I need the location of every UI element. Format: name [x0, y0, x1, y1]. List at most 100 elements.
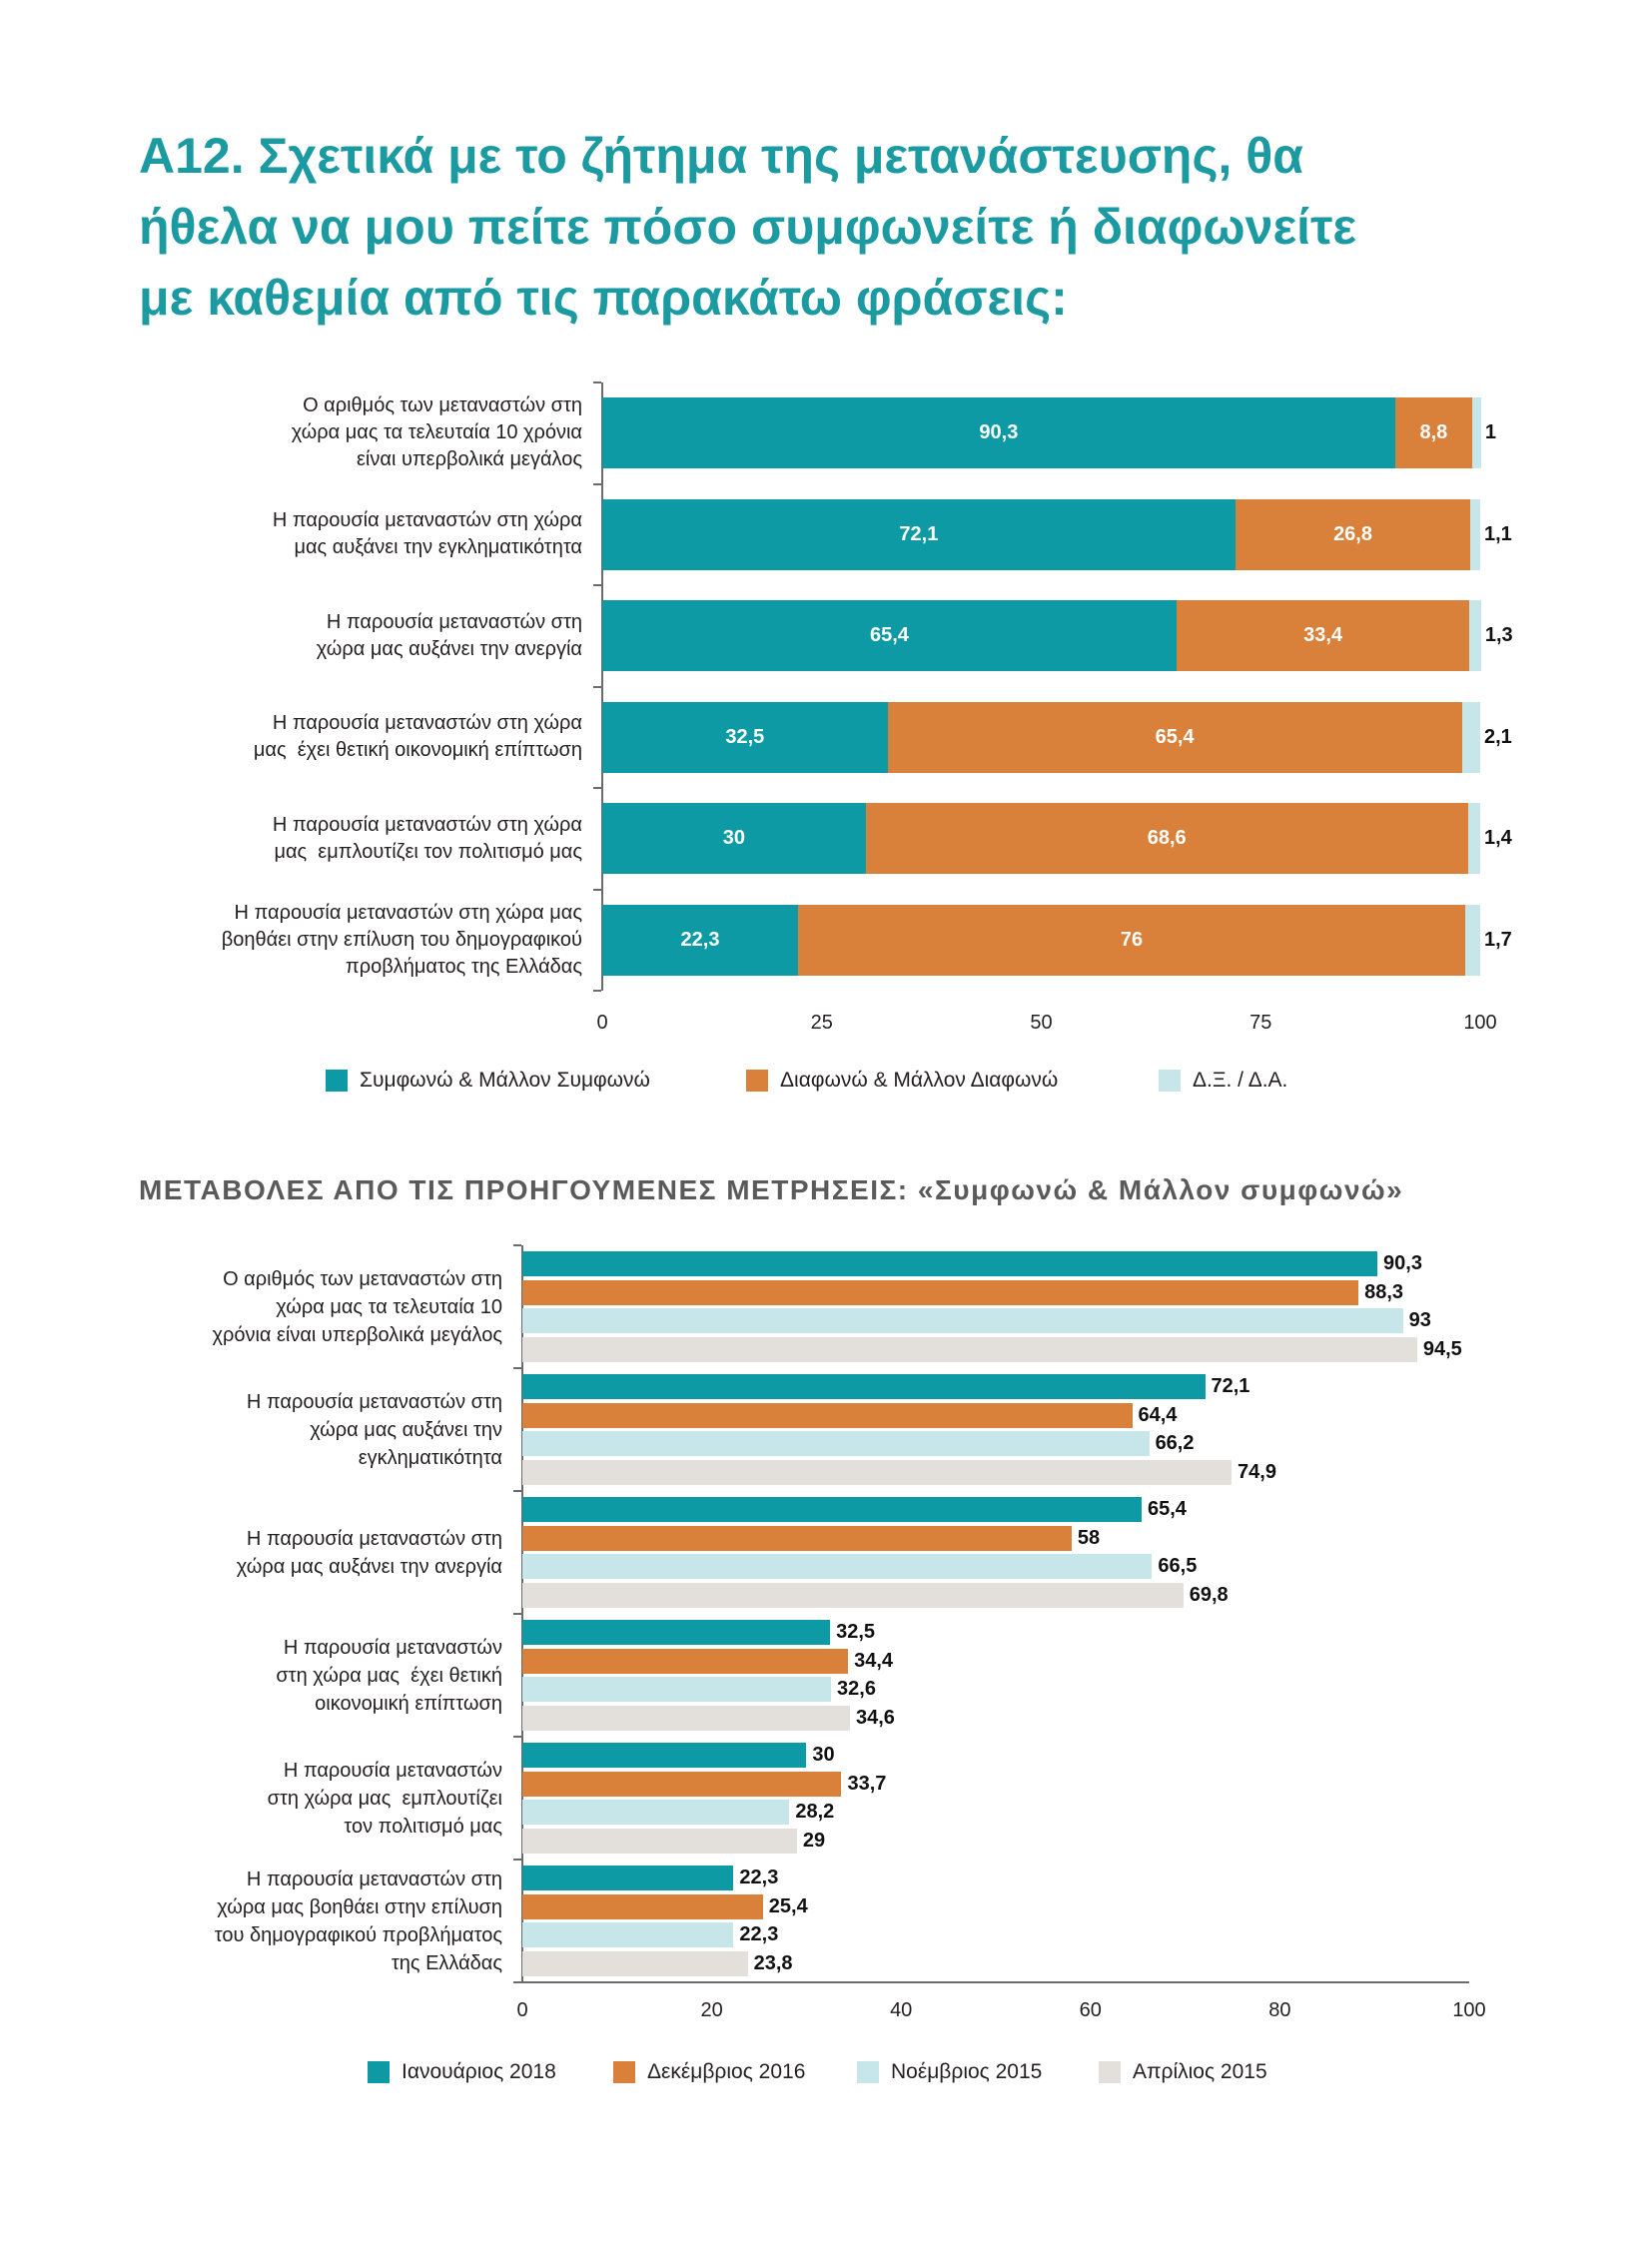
chart2-category-label-line: Η παρουσία μεταναστών	[283, 1636, 502, 1659]
chart2-legend-item: Νοέμβριος 2015	[857, 2060, 1042, 2084]
chart2-category-label-line: χώρα μας βοηθάει στην επίλυση	[217, 1895, 502, 1918]
chart2-value-label: 28,2	[795, 1801, 835, 1824]
chart1-category-label-line: Η παρουσία μεταναστών στη	[326, 610, 582, 633]
chart1-category-label-line: μας έχει θετική οικονομική επίπτωση	[253, 739, 582, 762]
chart2-title: ΜΕΤΑΒΟΛΕΣ ΑΠΟ ΤΙΣ ΠΡΟΗΓΟΥΜΕΝΕΣ ΜΕΤΡΗΣΕΙΣ…	[139, 1174, 1404, 1205]
chart1-y-axis-tick	[593, 787, 601, 789]
chart2-value-label: 66,5	[1158, 1555, 1198, 1578]
chart1-value-label: 76	[1120, 928, 1144, 951]
chart1-legend-label: Δ.Ξ. / Δ.Α.	[1193, 1069, 1288, 1092]
chart1-value-label: 90,3	[979, 421, 1019, 444]
chart1-category-label-line: Ο αριθμός των μεταναστών στη	[303, 394, 582, 417]
chart2-value-label: 25,4	[768, 1894, 808, 1917]
chart1-category-label: Η παρουσία μεταναστών στη χώρα μας εμπλου…	[143, 812, 582, 866]
chart2-legend-swatch	[613, 2061, 635, 2083]
chart2-category-label-line: Ο αριθμός των μεταναστών στη	[223, 1267, 502, 1290]
chart2-value-label: 58	[1077, 1526, 1101, 1549]
chart1-category-label-line: μας εμπλουτίζει τον πολιτισμό μας	[274, 840, 582, 863]
chart2-x-axis	[521, 1981, 1469, 1983]
chart1-bar-s2-c2	[1235, 498, 1471, 570]
chart1-bar-s3-c4	[1461, 701, 1480, 773]
chart1-value-label: 65,4	[1155, 725, 1195, 748]
chart2-bar-s3-c6	[522, 1922, 734, 1948]
chart1-category-label: Ο αριθμός των μεταναστών στη χώρα μας τα …	[143, 392, 582, 473]
chart2-category-label: Η παρουσία μεταναστών στη χώρα μας έχει θ…	[63, 1634, 502, 1718]
chart1-bar-s3-c6	[1465, 904, 1480, 976]
chart2-legend-label: Νοέμβριος 2015	[891, 2060, 1043, 2083]
chart2-category-label-line: Η παρουσία μεταναστών στη	[246, 1390, 502, 1413]
chart1-bar-s1-c1	[602, 397, 1395, 469]
chart2-bar-s1-c6	[522, 1866, 734, 1891]
page-title-line: με καθεμία από τις παρακάτω φράσεις:	[139, 270, 1068, 326]
chart1-category-label-line: Η παρουσία μεταναστών στη χώρα	[272, 712, 582, 735]
chart2-bar-s2-c4	[522, 1648, 849, 1674]
chart2-value-label: 72,1	[1211, 1375, 1250, 1398]
chart1-category-label: Η παρουσία μεταναστών στη χώρα μας αυξάνε…	[143, 609, 582, 663]
chart1-value-label: 68,6	[1147, 827, 1187, 850]
chart1-value-label: 32,5	[725, 725, 765, 748]
chart2-bar-s3-c5	[522, 1800, 790, 1826]
chart1-bar-s3-c1	[1472, 397, 1481, 469]
chart2-category-label: Η παρουσία μεταναστών στη χώρα μας αυξάνε…	[63, 1525, 502, 1581]
chart2-x-tick-label: 100	[1452, 1999, 1486, 2021]
chart2-x-tick-label: 20	[700, 1999, 723, 2021]
chart1-bar-s3-c3	[1469, 600, 1481, 672]
chart1-x-tick-label: 25	[810, 1012, 833, 1034]
chart1-bar-s2-c1	[1394, 397, 1473, 469]
chart1-bar-s2-c5	[865, 803, 1468, 875]
chart2-category-label-line: χρόνια είναι υπερβολικά μεγάλος	[212, 1323, 502, 1346]
chart2-value-label: 32,6	[837, 1678, 876, 1701]
chart2-value-label: 29	[802, 1829, 826, 1852]
chart1-category-label-line: Η παρουσία μεταναστών στη χώρα	[272, 509, 582, 532]
chart1-value-label: 8,8	[1419, 421, 1448, 444]
chart2-bar-s1-c3	[522, 1497, 1142, 1523]
chart2-category-label-line: οικονομική επίπτωση	[315, 1692, 502, 1715]
chart2-category-label-line: χώρα μας αυξάνει την ανεργία	[236, 1555, 502, 1578]
chart1-y-axis-tick	[593, 482, 601, 485]
chart1-category-label-line: χώρα μας αυξάνει την ανεργία	[316, 637, 582, 660]
chart2-x-tick-label: 80	[1268, 1999, 1291, 2021]
chart2-bar-s2-c3	[522, 1525, 1072, 1551]
chart1-bar-s1-c5	[602, 803, 866, 875]
chart1-bar-s2-c4	[887, 701, 1462, 773]
chart1-bar-s1-c6	[602, 904, 799, 976]
chart2-category-label-line: του δημογραφικού προβλήματος	[214, 1923, 502, 1946]
chart2-category-label-line: χώρα μας τα τελευταία 10	[276, 1295, 502, 1318]
page-title-line: ήθελα να μου πείτε πόσο συμφωνείτε ή δια…	[139, 199, 1357, 255]
chart2-value-label: 74,9	[1238, 1460, 1276, 1483]
chart1-category-label-line: Η παρουσία μεταναστών στη χώρα	[272, 813, 582, 836]
chart1-category-label-line: μας αυξάνει την εγκληματικότητα	[294, 536, 582, 559]
chart1-x-tick-label: 100	[1463, 1012, 1497, 1034]
chart2-bar-s2-c2	[522, 1402, 1133, 1428]
chart1-value-label: 26,8	[1333, 522, 1372, 545]
chart1-y-axis-tick	[593, 888, 601, 891]
chart2-category-label-line: στη χώρα μας εμπλουτίζει	[267, 1787, 502, 1810]
chart1-category-label-line: προβλήματος της Ελλάδας	[345, 955, 582, 978]
chart1-x-tick-label: 75	[1249, 1012, 1272, 1034]
chart2-bar-s4-c1	[522, 1336, 1417, 1362]
chart2-bar-s1-c4	[522, 1620, 831, 1646]
chart1-value-label: 1,1	[1484, 522, 1512, 545]
chart2-bar-s2-c1	[522, 1279, 1359, 1305]
chart2-category-label-line: τον πολιτισμό μας	[344, 1815, 502, 1838]
chart1-category-label-line: είναι υπερβολικά μεγάλος	[357, 448, 582, 471]
chart2-legend-item: Δεκέμβριος 2016	[613, 2060, 805, 2084]
chart2-y-axis-tick	[513, 1244, 521, 1246]
chart2-legend-label: Απρίλιος 2015	[1133, 2060, 1267, 2083]
chart2-bar-s1-c2	[522, 1374, 1206, 1400]
chart2-value-label: 64,4	[1138, 1403, 1178, 1426]
chart2-legend-item: Ιανουάριος 2018	[368, 2060, 556, 2084]
chart2-value-label: 32,5	[836, 1621, 876, 1644]
chart2-bar-s4-c3	[522, 1582, 1184, 1608]
chart1-value-label: 22,3	[680, 928, 720, 951]
chart1-bar-s3-c2	[1470, 498, 1480, 570]
chart2-value-label: 23,8	[753, 1951, 793, 1974]
chart2-y-axis-tick	[513, 1859, 521, 1861]
chart1-y-axis	[601, 382, 603, 991]
chart2-y-axis	[521, 1245, 523, 1982]
chart1-legend-item: Δ.Ξ. / Δ.Α.	[1159, 1069, 1287, 1093]
chart2-bar-s2-c5	[522, 1771, 842, 1797]
chart2-x-tick-label: 60	[1079, 1999, 1102, 2021]
chart2-category-label: Η παρουσία μεταναστών στη χώρα μας εμπλου…	[63, 1757, 502, 1841]
chart1-value-label: 1,3	[1484, 624, 1513, 647]
